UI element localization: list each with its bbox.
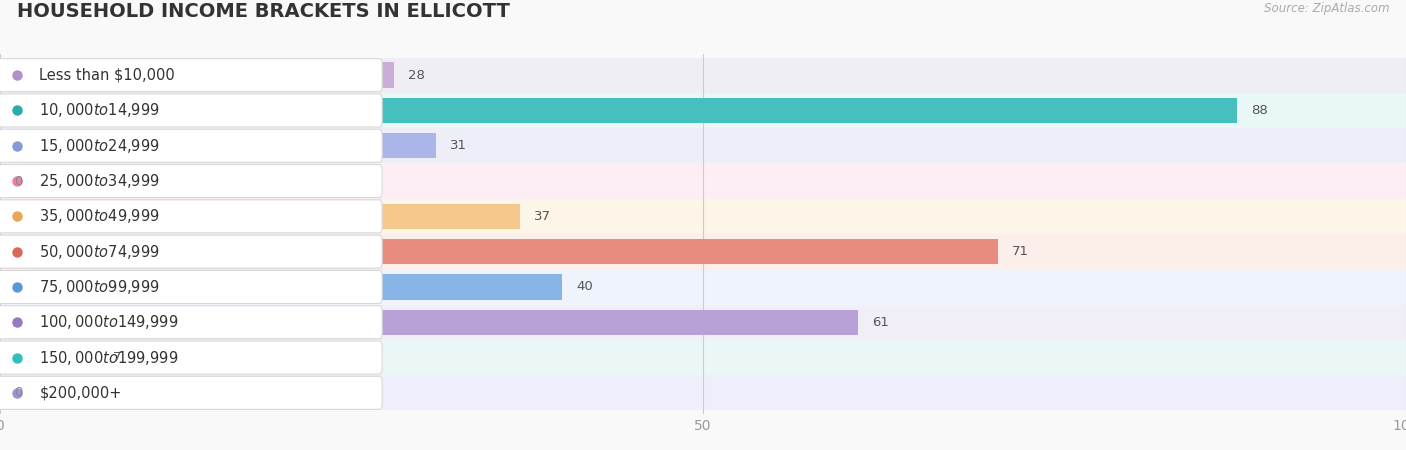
Text: $10,000 to $14,999: $10,000 to $14,999 [39,101,160,119]
Text: Less than $10,000: Less than $10,000 [39,68,176,83]
Bar [0,93,1406,128]
FancyBboxPatch shape [0,94,382,127]
Text: $150,000 to $199,999: $150,000 to $199,999 [39,349,179,367]
Bar [0,58,1406,93]
FancyBboxPatch shape [0,58,382,92]
Bar [0,310,858,335]
Bar [0,63,394,88]
Text: $50,000 to $74,999: $50,000 to $74,999 [39,243,160,261]
FancyBboxPatch shape [0,129,382,162]
Bar [0,274,562,300]
Text: 61: 61 [872,316,889,329]
Text: 37: 37 [534,210,551,223]
Bar [0,128,1406,163]
Text: $75,000 to $99,999: $75,000 to $99,999 [39,278,160,296]
Text: 71: 71 [1012,245,1029,258]
Text: 88: 88 [1251,104,1268,117]
FancyBboxPatch shape [0,376,382,410]
Bar [0,98,1237,123]
Bar [0,340,1406,375]
Bar [0,345,98,370]
Bar [0,163,1406,199]
Bar [0,133,436,158]
FancyBboxPatch shape [0,200,382,233]
Text: Source: ZipAtlas.com: Source: ZipAtlas.com [1264,2,1389,15]
FancyBboxPatch shape [0,341,382,374]
Text: $35,000 to $49,999: $35,000 to $49,999 [39,207,160,225]
Text: 0: 0 [14,175,22,188]
Text: $200,000+: $200,000+ [39,385,122,400]
Text: $100,000 to $149,999: $100,000 to $149,999 [39,313,179,331]
Text: 28: 28 [408,69,425,82]
Bar [0,204,520,229]
Bar [0,269,1406,305]
Bar [0,239,998,264]
Text: HOUSEHOLD INCOME BRACKETS IN ELLICOTT: HOUSEHOLD INCOME BRACKETS IN ELLICOTT [17,2,510,21]
Bar [0,234,1406,269]
FancyBboxPatch shape [0,235,382,268]
Bar [0,305,1406,340]
Bar [0,199,1406,234]
Text: 31: 31 [450,139,467,152]
Text: 7: 7 [112,351,121,364]
Text: $15,000 to $24,999: $15,000 to $24,999 [39,137,160,155]
FancyBboxPatch shape [0,165,382,198]
Text: $25,000 to $34,999: $25,000 to $34,999 [39,172,160,190]
Text: 40: 40 [576,280,593,293]
Bar [0,375,1406,410]
FancyBboxPatch shape [0,306,382,339]
FancyBboxPatch shape [0,270,382,303]
Text: 0: 0 [14,386,22,399]
